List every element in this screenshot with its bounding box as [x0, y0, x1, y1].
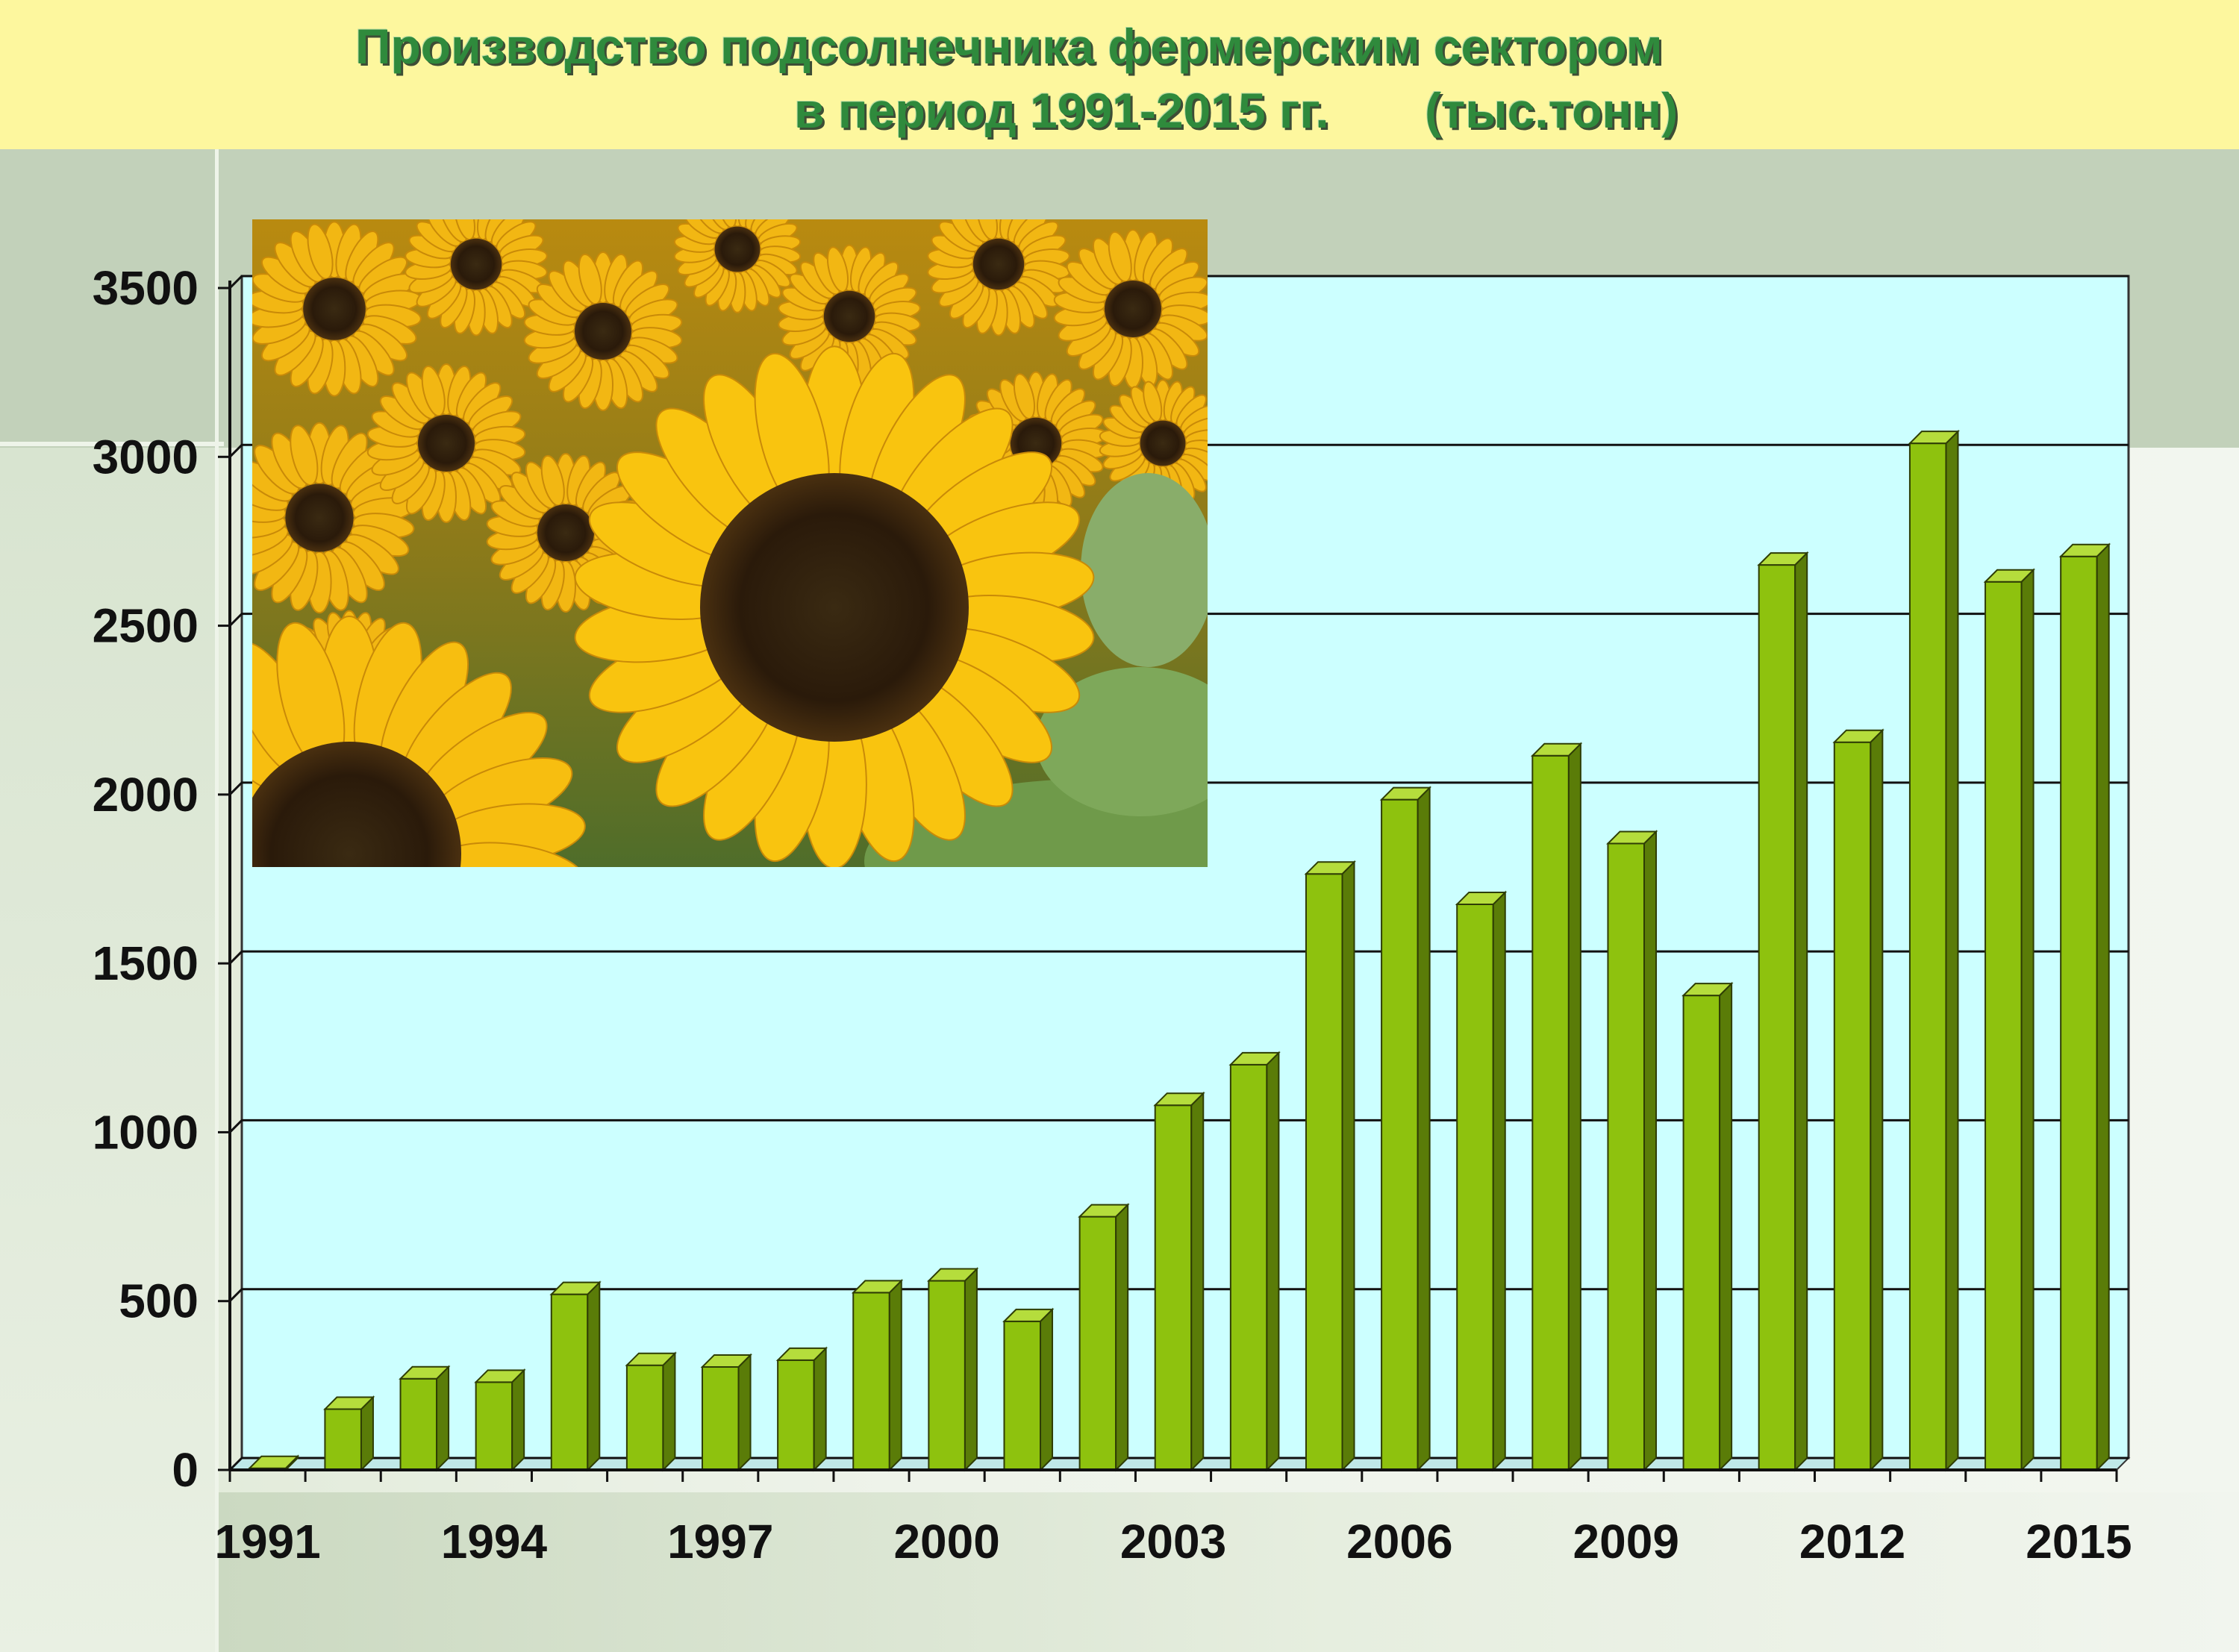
bar-2011: [1757, 551, 1809, 1472]
gridline-2000: [228, 781, 2129, 795]
decorative-vertical-line: [215, 149, 219, 1652]
bar-2012: [1832, 728, 1884, 1472]
bar-1993: [399, 1365, 451, 1472]
y-tick-label-500: 500: [119, 1274, 199, 1328]
decorative-horizontal-line: [0, 442, 224, 446]
y-tick-label-0: 0: [172, 1443, 199, 1497]
gridline-2500: [228, 613, 2129, 627]
x-tick-label-2000: 2000: [893, 1515, 999, 1568]
bar-2004: [1228, 1051, 1281, 1472]
bar-1997: [700, 1353, 752, 1472]
x-tick-label-2012: 2012: [1799, 1515, 1905, 1568]
bars: [247, 429, 2111, 1472]
bar-1999: [851, 1278, 904, 1472]
bar-2009: [1606, 830, 1658, 1472]
gridline-3500: [228, 275, 2129, 290]
y-tick-label-3500: 3500: [93, 261, 199, 315]
bar-2015: [2058, 542, 2111, 1472]
background-band-bottom: [216, 1492, 2239, 1652]
y-tick-label-1000: 1000: [93, 1105, 199, 1159]
tick-labels: 0 500 1000 1500 2000 2500 3000 3500 1991 1994 1997…: [93, 261, 2132, 1568]
bar-2006: [1379, 786, 1432, 1472]
title-band: Производство подсолнечника фермерским се…: [0, 0, 2239, 149]
background-band-lower-left: [0, 448, 216, 1652]
bar-1994: [474, 1368, 526, 1472]
x-tick-label-2009: 2009: [1573, 1515, 1679, 1568]
chart-title-line-1: Производство подсолнечника фермерским се…: [355, 19, 1663, 74]
gridline-3000: [228, 443, 2129, 458]
bar-1992: [322, 1395, 375, 1472]
bar-2001: [1002, 1307, 1055, 1472]
bar-2005: [1304, 860, 1356, 1472]
y-tick-label-2000: 2000: [93, 768, 199, 822]
y-tick-label-3000: 3000: [93, 430, 199, 484]
sunflower-photo: [252, 219, 1208, 867]
x-tick-label-1994: 1994: [441, 1515, 548, 1568]
bar-2002: [1078, 1203, 1130, 1472]
x-tick-label-2015: 2015: [2026, 1515, 2132, 1568]
bar-2008: [1530, 742, 1583, 1472]
bar-1996: [625, 1351, 677, 1472]
bar-2003: [1153, 1091, 1205, 1472]
bar-2010: [1681, 981, 1734, 1472]
bar-1995: [549, 1280, 602, 1472]
axes: [218, 281, 2118, 1482]
y-tick-label-2500: 2500: [93, 599, 199, 653]
bar-2007: [1455, 890, 1508, 1472]
y-tick-label-1500: 1500: [93, 936, 199, 990]
bar-1998: [775, 1346, 828, 1472]
bar-2013: [1908, 429, 1960, 1472]
bar-2014: [1983, 568, 2036, 1472]
x-tick-label-1991: 1991: [214, 1515, 320, 1568]
chart-title-line-2: в период 1991-2015 гг. (тыс.тонн): [794, 83, 1679, 138]
x-tick-label-2006: 2006: [1346, 1515, 1452, 1568]
x-tick-label-1997: 1997: [667, 1515, 773, 1568]
x-tick-label-2003: 2003: [1120, 1515, 1226, 1568]
bar-2000: [926, 1267, 979, 1472]
